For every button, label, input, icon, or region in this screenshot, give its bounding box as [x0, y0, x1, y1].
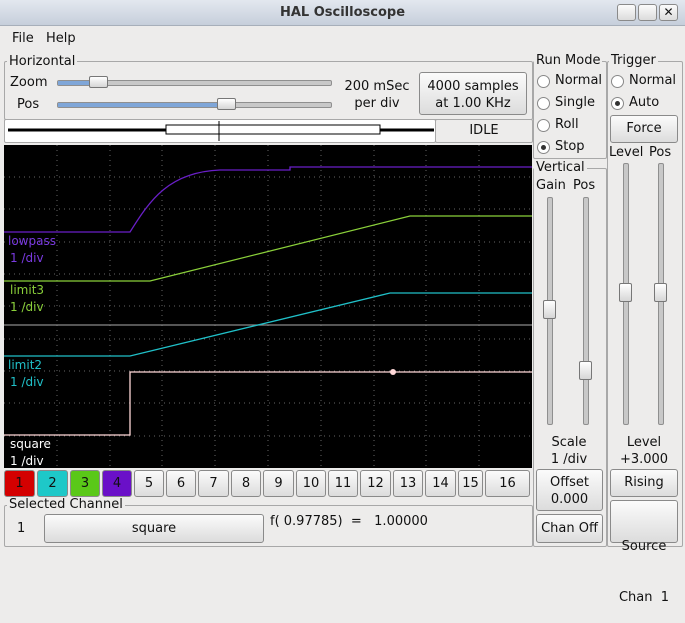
overview-graphic [8, 121, 434, 141]
channel-button[interactable]: 8 [231, 470, 261, 497]
trace-scale: 1 /div [10, 454, 44, 468]
selected-channel-name[interactable]: square [44, 514, 264, 543]
rate-line: 200 mSec [344, 79, 410, 94]
vertical-label: Vertical [534, 160, 587, 175]
radio-selected[interactable] [537, 141, 550, 154]
run-mode-option[interactable]: Stop [555, 139, 585, 154]
scale-value: 1 /div [550, 452, 588, 467]
channel-button[interactable]: 5 [134, 470, 164, 497]
run-mode-label: Run Mode [534, 53, 603, 68]
menu-help[interactable]: Help [46, 31, 76, 46]
offset-button[interactable]: Offset 0.000 [536, 469, 603, 511]
zoom-thumb[interactable] [89, 76, 108, 88]
samples-button[interactable]: 4000 samples at 1.00 KHz [419, 72, 527, 115]
maximize-button[interactable] [638, 4, 657, 21]
selected-channel-frame [4, 505, 533, 547]
level-value: +3.000 [619, 452, 669, 467]
radio[interactable] [611, 75, 624, 88]
channel-button[interactable]: 4 [102, 470, 132, 497]
trigger-label: Trigger [609, 53, 658, 68]
selected-channel-label: Selected Channel [7, 497, 125, 512]
trace-scale: 1 /div [10, 251, 44, 265]
run-mode-option[interactable]: Single [555, 95, 595, 110]
channel-button[interactable]: 16 [485, 470, 530, 497]
chan-off-button[interactable]: Chan Off [536, 514, 603, 543]
offset-value: 0.000 [550, 492, 589, 507]
edge-button[interactable]: Rising [610, 469, 678, 497]
samples-line: at 1.00 KHz [435, 96, 511, 111]
level-heading: Level [626, 435, 662, 450]
channel-button[interactable]: 9 [263, 470, 294, 497]
scale-label: Scale [551, 435, 587, 450]
channel-button[interactable]: 3 [70, 470, 100, 497]
force-button[interactable]: Force [610, 115, 678, 143]
scope-display: lowpass 1 /div limit3 1 /div limit2 1 /d… [4, 145, 532, 468]
channel-button[interactable]: 12 [360, 470, 391, 497]
channel-button[interactable]: 15 [458, 470, 483, 497]
channel-button[interactable]: 2 [37, 470, 68, 497]
samples-line: 4000 samples [427, 79, 519, 94]
close-button[interactable]: ✕ [659, 4, 678, 21]
pos-thumb[interactable] [217, 98, 236, 110]
gain-thumb[interactable] [543, 300, 556, 319]
source-button[interactable]: Source Chan 1 [610, 500, 678, 605]
rate-line: per div [354, 96, 400, 111]
trace-name: limit2 [8, 358, 42, 372]
title-bar: HAL Oscilloscope ✕ [0, 0, 685, 26]
trace-scale: 1 /div [10, 375, 44, 389]
source-line: Source [621, 539, 667, 554]
channel-button[interactable]: 6 [166, 470, 196, 497]
status: IDLE [435, 119, 533, 143]
trigger-option[interactable]: Auto [629, 95, 660, 110]
run-mode-option[interactable]: Normal [555, 73, 603, 88]
channel-buttons: 1 2 3 4 5 6 7 8 9 10 11 12 13 14 15 16 [4, 470, 532, 497]
vertical-pos-slider[interactable] [583, 197, 589, 425]
zoom-slider[interactable] [57, 80, 332, 86]
channel-button[interactable]: 11 [328, 470, 358, 497]
offset-label: Offset [549, 475, 590, 490]
channel-button[interactable]: 14 [425, 470, 456, 497]
trigger-pos-label: Pos [649, 145, 672, 160]
window: HAL Oscilloscope ✕ File Help Horizontal … [0, 0, 685, 605]
menu-file[interactable]: File [12, 31, 34, 46]
vertical-pos-label: Pos [573, 178, 596, 193]
window-title: HAL Oscilloscope [279, 5, 406, 20]
trace-name: limit3 [10, 283, 44, 297]
radio[interactable] [537, 97, 550, 110]
scale: Scale 1 /div [534, 434, 604, 468]
readout: f( 0.97785) = 1.00000 [270, 514, 428, 529]
trigger-level-thumb[interactable] [619, 283, 632, 302]
pos-label: Pos [17, 97, 40, 112]
channel-button[interactable]: 1 [4, 470, 35, 497]
source-line: Chan 1 [618, 590, 670, 605]
channel-button[interactable]: 10 [296, 470, 326, 497]
trace-scale: 1 /div [10, 300, 44, 314]
page: HAL Oscilloscope {"window": {"title": "H… [0, 0, 685, 605]
channel-button[interactable]: 13 [393, 470, 423, 497]
radio[interactable] [537, 119, 550, 132]
rate-text: 200 mSec per div [337, 78, 417, 112]
trigger-option[interactable]: Normal [629, 73, 677, 88]
selected-channel-number: 1 [17, 521, 26, 536]
radio[interactable] [537, 75, 550, 88]
vertical-pos-thumb[interactable] [579, 361, 592, 380]
radio-selected[interactable] [611, 97, 624, 110]
horizontal-label: Horizontal [7, 54, 78, 69]
zoom-label: Zoom [10, 75, 48, 90]
trace-name: lowpass [8, 234, 56, 248]
trace-name: square [10, 437, 51, 451]
minimize-button[interactable] [617, 4, 636, 21]
pos-slider[interactable] [57, 102, 332, 108]
gain-label: Gain [536, 178, 566, 193]
trigger-level-label: Level [609, 145, 644, 160]
trigger-level: Level +3.000 [608, 434, 680, 468]
trigger-pos-thumb[interactable] [654, 283, 667, 302]
channel-button[interactable]: 7 [198, 470, 229, 497]
run-mode-option[interactable]: Roll [555, 117, 579, 132]
